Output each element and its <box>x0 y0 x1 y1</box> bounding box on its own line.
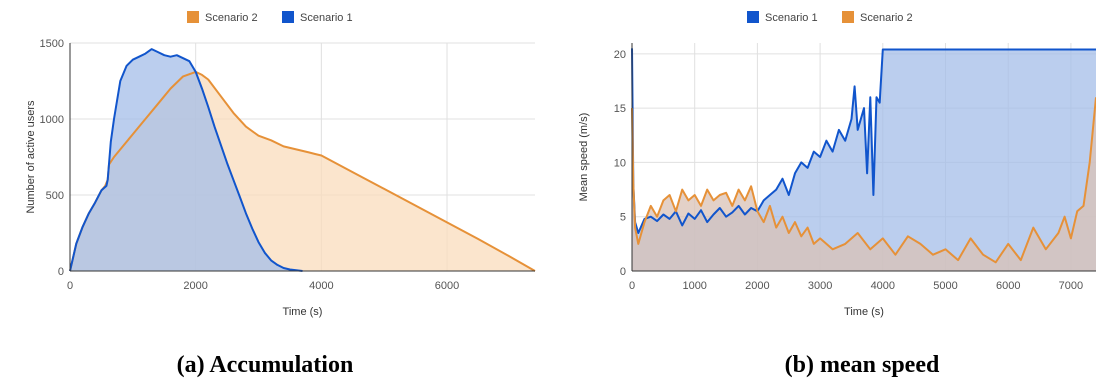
series-area-2 <box>632 97 1096 271</box>
series-area-2 <box>70 49 303 271</box>
legend-label: Scenario 1 <box>765 12 818 24</box>
legend-label: Scenario 2 <box>205 12 258 24</box>
legend-swatch <box>187 11 199 23</box>
legend-label: Scenario 2 <box>860 12 913 24</box>
x-tick-label: 7000 <box>1059 280 1083 292</box>
legend-label: Scenario 1 <box>300 12 353 24</box>
y-tick-label: 5 <box>620 212 626 224</box>
chart-mean-speed: 0 1000 2000 3000 4000 5000 6000 7000 0 5 10 15 20 Tim… <box>578 11 1096 378</box>
legend-swatch <box>842 11 854 23</box>
chart-caption: (b) mean speed <box>785 352 940 378</box>
y-tick-label: 500 <box>46 190 64 202</box>
chart-accumulation: 0 2000 4000 6000 0 500 1000 1500 Time (s) Number … <box>25 11 536 378</box>
y-axis-label: Number of active users <box>25 100 37 214</box>
x-tick-label: 2000 <box>183 280 207 292</box>
x-axis-label: Time (s) <box>844 306 884 318</box>
x-tick-label: 5000 <box>933 280 957 292</box>
x-tick-label: 1000 <box>682 280 706 292</box>
chart-caption: (a) Accumulation <box>177 352 354 378</box>
y-tick-label: 1000 <box>40 114 64 126</box>
y-tick-label: 0 <box>620 266 626 278</box>
x-tick-label: 6000 <box>435 280 459 292</box>
series-line-1 <box>631 48 1096 234</box>
y-tick-label: 1500 <box>40 38 64 50</box>
x-tick-label: 0 <box>67 280 73 292</box>
x-tick-label: 3000 <box>808 280 832 292</box>
x-tick-label: 4000 <box>309 280 333 292</box>
y-tick-label: 20 <box>614 49 626 61</box>
y-tick-label: 15 <box>614 103 626 115</box>
y-axis-label: Mean speed (m/s) <box>578 113 590 202</box>
x-tick-label: 2000 <box>745 280 769 292</box>
y-tick-label: 0 <box>58 266 64 278</box>
x-axis-label: Time (s) <box>283 306 323 318</box>
y-tick-label: 10 <box>614 157 626 169</box>
x-tick-label: 4000 <box>871 280 895 292</box>
legend-swatch <box>282 11 294 23</box>
series-line-2 <box>631 97 1096 264</box>
x-tick-label: 6000 <box>996 280 1020 292</box>
legend-swatch <box>747 11 759 23</box>
series-line-2 <box>69 48 303 272</box>
x-tick-label: 0 <box>629 280 635 292</box>
